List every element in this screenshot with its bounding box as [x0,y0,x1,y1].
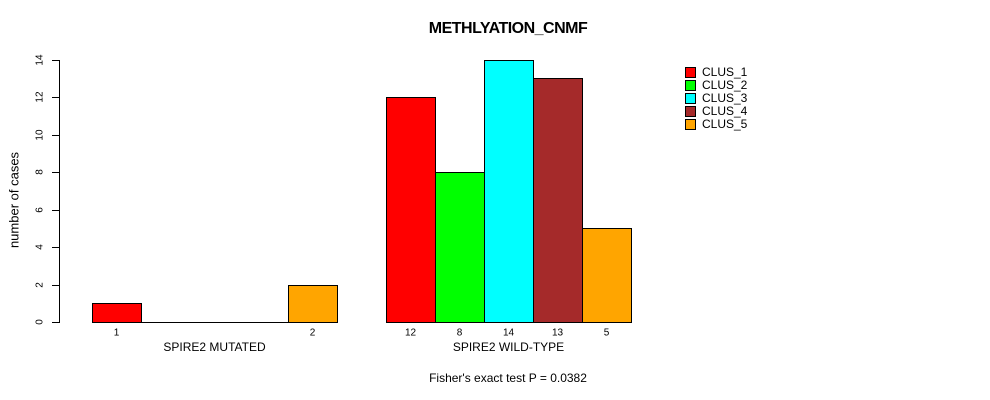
legend-item: CLUS_4 [685,105,747,118]
legend-item: CLUS_2 [685,79,747,92]
legend-swatch-clus_4 [685,105,696,117]
y-axis-tick [52,172,59,173]
bar-clus_3 [484,59,534,323]
y-axis-label: number of cases [6,151,22,249]
y-axis-tick [52,59,59,61]
bar-clus_4 [533,78,583,323]
legend-swatch-clus_2 [685,79,696,91]
legend-label: CLUS_4 [702,104,748,119]
y-tick-label: 0 [34,319,46,325]
y-tick-label: 10 [34,128,46,141]
bar-value-label: 12 [404,327,417,339]
legend-item: CLUS_5 [685,118,747,131]
bar-clus_1 [386,97,436,323]
bar-clus_2 [435,172,485,323]
bar-value-label: 1 [113,327,120,339]
legend-swatch-clus_5 [685,118,696,130]
legend-swatch-clus_3 [685,92,696,104]
y-axis-tick [52,209,59,211]
group-zero-baseline [92,322,338,323]
legend-swatch-clus_1 [685,66,696,78]
legend-label: CLUS_5 [702,117,748,131]
legend-label: CLUS_2 [702,78,748,93]
y-tick-label: 4 [34,244,46,250]
chart-title: METHLYATION_CNMF [428,20,588,37]
y-axis-line [59,59,60,323]
y-axis-tick [52,134,59,136]
y-tick-label: 8 [34,169,46,175]
legend-label: CLUS_3 [702,91,748,106]
y-tick-label: 6 [34,206,46,213]
y-tick-label: 14 [34,53,46,66]
y-tick-label: 2 [34,281,46,288]
annotation-fisher-test: Fisher's exact test P = 0.0382 [429,371,587,385]
bar-value-label: 2 [309,327,316,339]
legend-label: CLUS_1 [702,65,748,80]
bar-value-label: 5 [603,327,610,339]
bar-clus_1 [92,303,142,323]
group-label: SPIRE2 MUTATED [163,340,266,354]
y-tick-label: 12 [34,91,46,103]
y-axis-tick [52,284,59,286]
legend-item: CLUS_1 [685,66,747,79]
bar-value-label: 14 [502,327,515,339]
y-axis-tick [52,97,59,98]
y-axis-tick [52,247,59,248]
legend-item: CLUS_3 [685,92,747,105]
bar-clus_5 [582,228,632,323]
y-axis-tick [52,322,59,323]
group-label: SPIRE2 WILD-TYPE [452,340,565,354]
bar-clus_5 [288,284,338,323]
bar-value-label: 13 [551,327,564,339]
legend: CLUS_1 CLUS_2 CLUS_3 CLUS_4 CLUS_5 [685,66,747,130]
bar-value-label: 8 [456,327,463,339]
